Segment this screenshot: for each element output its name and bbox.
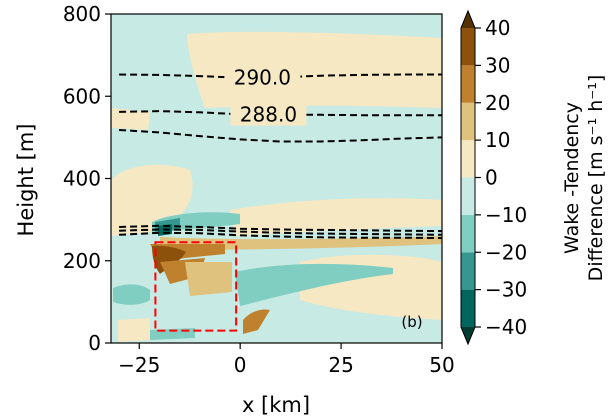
colorbar-segment	[461, 214, 475, 253]
colorbar-tick-label: 0	[485, 166, 498, 190]
highlight-region-box	[154, 241, 238, 332]
panel-label: (b)	[401, 313, 422, 331]
y-tick-label: 800	[63, 2, 101, 26]
y-tick-label: 400	[63, 167, 101, 191]
colorbar-segment	[461, 102, 475, 141]
y-tick-label: 600	[63, 84, 101, 108]
contour-labels: 290.0 288.0	[224, 66, 307, 127]
contour-line	[119, 224, 442, 233]
colorbar-tick-label: 20	[485, 91, 510, 115]
contour-label: 290.0	[234, 66, 291, 90]
colorbar-tick-label: −20	[485, 240, 527, 264]
contour-line	[119, 231, 442, 240]
colorbar-tick-label: 10	[485, 128, 510, 152]
temperature-contours	[119, 73, 442, 240]
y-axis-label: Height [m]	[14, 124, 38, 237]
colorbar-tick-label: −40	[485, 315, 527, 339]
colorbar-segment	[461, 28, 475, 66]
field-bottom-brown	[243, 309, 270, 334]
colorbar-tick-label: −10	[485, 203, 527, 227]
plot-area	[111, 14, 442, 343]
x-tick-label: −25	[118, 353, 160, 377]
field-wake-core-dark	[152, 245, 186, 274]
contour-line	[119, 228, 442, 236]
contour-label-bg	[224, 66, 301, 89]
contour-label-bg	[230, 103, 307, 126]
colorbar-segment	[461, 140, 475, 178]
colorbar-segment	[461, 252, 475, 290]
colorbar-segment	[461, 289, 475, 327]
colorbar-ticks: 40 30 20 10 0 −10 −20 −30 −40	[475, 16, 527, 339]
x-tick-label: 25	[328, 353, 353, 377]
colorbar-label-line1: Wake -Tendency	[561, 102, 583, 254]
colorbar-segment	[461, 65, 475, 103]
field-wake-lower-tan	[185, 262, 232, 296]
y-tick-label: 0	[88, 331, 101, 355]
x-axis-ticks: −25 0 25 50	[118, 343, 455, 377]
x-axis-label: x [km]	[242, 393, 310, 417]
field-wake-band	[160, 236, 442, 250]
filled-contours	[111, 31, 442, 342]
field-right-teal-plume	[235, 263, 393, 306]
colorbar-tick-label: 40	[485, 16, 510, 40]
field-upper-tan-band	[187, 31, 442, 109]
colorbar-extend-min	[461, 327, 475, 344]
colorbar-segment	[461, 177, 475, 215]
colorbar	[460, 9, 476, 346]
x-tick-label: 0	[234, 353, 247, 377]
field-left-tan-patch	[111, 108, 150, 130]
colorbar-tick-label: 30	[485, 53, 510, 77]
colorbar-extend-max	[461, 11, 475, 28]
colorbar-tick-label: −30	[485, 278, 527, 302]
field-bottom-light	[118, 318, 150, 342]
colorbar-label-line2: Difference [m s⁻¹ h⁻¹]	[585, 75, 607, 282]
contour-line	[119, 110, 442, 117]
contour-line	[119, 73, 442, 79]
y-tick-label: 200	[63, 249, 101, 273]
contour-line	[119, 129, 442, 143]
x-tick-label: 50	[429, 353, 454, 377]
region-box-layer	[154, 241, 238, 332]
y-axis-ticks: 0 200 400 600 800	[63, 2, 111, 355]
contour-label: 288.0	[240, 103, 297, 127]
field-mid-right-tan	[230, 198, 442, 236]
field-left-teal-streak	[113, 284, 150, 305]
